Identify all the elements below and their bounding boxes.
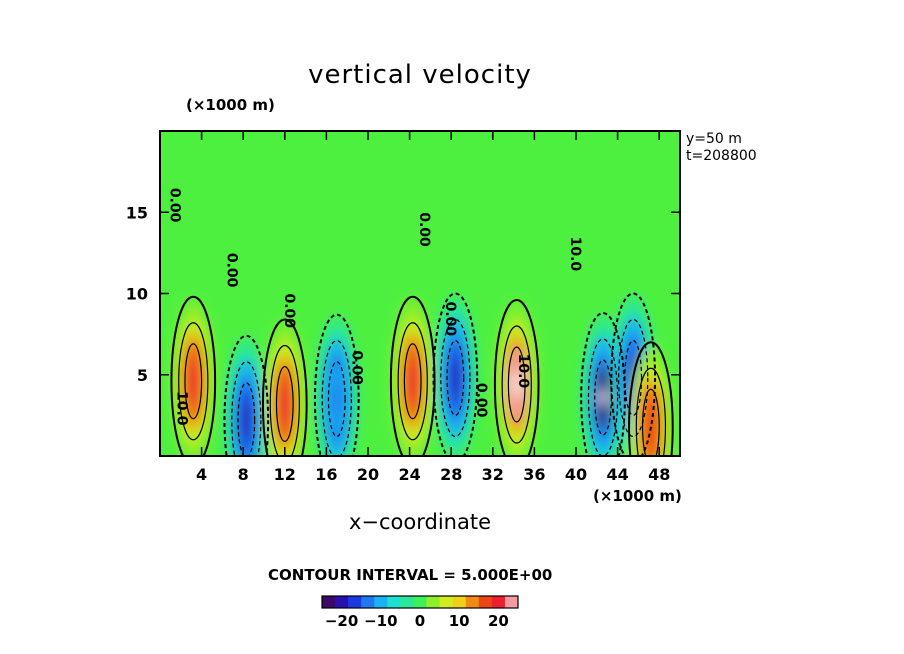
time-annotation: t=208800 — [686, 148, 757, 164]
contour-line — [635, 367, 667, 456]
contour-line — [321, 340, 352, 456]
contour-line — [275, 366, 294, 442]
colorbar-swatch — [452, 596, 467, 608]
contour-line — [237, 382, 256, 456]
colorbar-swatch — [400, 596, 414, 608]
y-tick-label: 10 — [126, 285, 148, 304]
colorbar-tick-label: −10 — [364, 612, 397, 630]
x-tick-label: 12 — [274, 465, 296, 484]
colorbar-swatch — [335, 596, 349, 608]
contour-line — [397, 322, 428, 441]
x-tick-label: 24 — [398, 465, 420, 484]
contour-line — [618, 318, 649, 438]
x-tick-label: 16 — [315, 465, 337, 484]
contour-label: 10.0 — [567, 237, 583, 272]
contour-line — [403, 343, 422, 420]
contour-line — [507, 346, 526, 423]
colorbar-swatch — [387, 596, 401, 608]
colorbar-swatch — [504, 596, 519, 608]
colorbar-frame — [321, 595, 519, 609]
contour-label: 10.0 — [174, 391, 190, 426]
colorbar-tick-label: 10 — [449, 612, 470, 630]
contour-line — [223, 334, 270, 456]
colorbar-swatch — [439, 596, 454, 608]
colorbar-tick-label: 0 — [415, 612, 425, 630]
contour-line — [580, 312, 626, 456]
downdraft-cell-8 — [582, 316, 624, 456]
contour-interval-label: CONTOUR INTERVAL = 5.000E+00 — [268, 566, 553, 584]
colorbar-swatch — [322, 596, 336, 608]
x-tick-label: 28 — [440, 465, 462, 484]
contour-line — [231, 361, 262, 456]
x-axis-label: x−coordinate — [348, 510, 492, 534]
x-tick-label: 32 — [482, 465, 504, 484]
x-tick-label: 36 — [523, 465, 545, 484]
contour-label: 0.00 — [442, 302, 458, 337]
contour-line — [446, 340, 465, 416]
colorbar-swatch — [374, 596, 388, 608]
contour-line — [269, 344, 300, 456]
contour-line — [641, 388, 660, 456]
contour-line — [493, 299, 540, 456]
colorbar-swatch — [348, 596, 362, 608]
contour-line — [440, 318, 471, 438]
contour-label: 0.00 — [348, 350, 364, 385]
y-tick-label: 5 — [137, 366, 148, 385]
contour-label: 0.00 — [416, 212, 432, 247]
colorbar-swatch — [491, 596, 506, 608]
contour-line — [327, 361, 346, 438]
contour-line — [501, 325, 532, 444]
chart-title: vertical velocity — [308, 60, 532, 90]
contour-label: 10.0 — [515, 354, 531, 389]
contour-line — [628, 341, 674, 456]
y-axis-unit: (×1000 m) — [186, 96, 275, 114]
contour-label: 0.00 — [281, 294, 297, 329]
y-location-annotation: y=50 m — [686, 131, 742, 147]
contour-line — [178, 322, 209, 441]
contour-label: 0.00 — [224, 253, 240, 288]
contour-label: 0.00 — [473, 383, 489, 418]
colorbar-swatch — [478, 596, 493, 608]
colorbar-swatch — [361, 596, 375, 608]
colorbar-tick-label: 20 — [488, 612, 509, 630]
x-tick-label: 4 — [196, 465, 207, 484]
x-tick-label: 40 — [565, 465, 587, 484]
x-tick-label: 44 — [606, 465, 628, 484]
x-axis-unit: (×1000 m) — [593, 487, 682, 505]
y-tick-label: 15 — [126, 203, 148, 222]
contour-line — [610, 292, 657, 456]
contour-label: 0.00 — [166, 188, 182, 223]
contour-line — [313, 313, 360, 456]
contour-line — [624, 340, 643, 416]
contour-line — [587, 338, 619, 456]
x-tick-label: 8 — [238, 465, 249, 484]
colorbar-tick-label: −20 — [325, 612, 358, 630]
x-tick-label: 48 — [648, 465, 670, 484]
colorbar-swatch — [413, 596, 428, 608]
x-tick-label: 20 — [357, 465, 379, 484]
colorbar-swatch — [426, 596, 441, 608]
contour-line — [389, 295, 436, 456]
contour-line — [184, 343, 203, 420]
downdraft-cell-4 — [316, 317, 358, 456]
contour-line — [432, 292, 479, 456]
colorbar-swatch — [465, 596, 480, 608]
contour-line — [261, 318, 308, 456]
downdraft-cell-2 — [225, 339, 268, 456]
downdraft-cell-6 — [434, 296, 477, 456]
contour-line — [170, 295, 217, 456]
